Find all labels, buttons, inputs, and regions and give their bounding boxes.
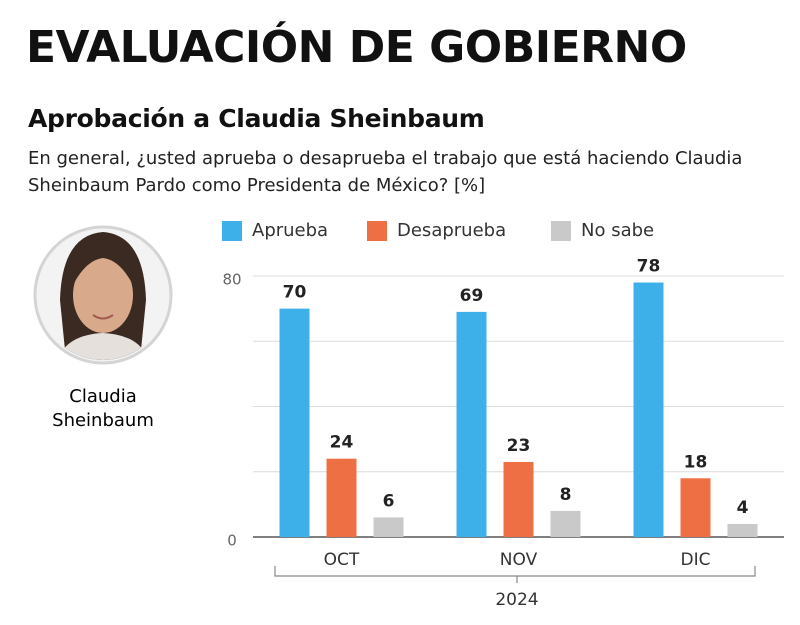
data-label: 18 <box>684 452 708 472</box>
photo-caption: Claudia <box>69 386 136 407</box>
chart-subtitle: Aprobación a Claudia Sheinbaum <box>28 104 485 133</box>
data-label: 70 <box>283 283 307 303</box>
bar <box>680 478 711 537</box>
x-bracket <box>274 566 756 577</box>
data-label: 8 <box>560 485 572 505</box>
bar <box>456 311 487 537</box>
x-tick-label: OCT <box>324 550 360 570</box>
legend-swatch <box>222 221 242 241</box>
data-label: 4 <box>737 498 749 518</box>
bar <box>633 282 664 537</box>
legend-label: Aprueba <box>252 220 328 241</box>
question: En general, ¿usted aprueba o desaprueba … <box>28 148 743 196</box>
bar <box>326 458 357 537</box>
legend-label: No sabe <box>581 220 654 241</box>
bar <box>279 308 310 537</box>
bar <box>550 510 581 537</box>
y-tick-label: 0 <box>227 532 237 550</box>
data-label: 78 <box>637 257 661 277</box>
photo <box>33 225 173 365</box>
bar <box>727 523 758 537</box>
data-label: 23 <box>507 436 531 456</box>
data-label: 24 <box>330 433 354 453</box>
legend-swatch <box>367 221 387 241</box>
photo-caption: Sheinbaum <box>52 410 154 431</box>
bar <box>373 517 404 537</box>
x-tick-label: NOV <box>500 550 538 570</box>
legend-label: Desaprueba <box>397 220 506 241</box>
bar <box>503 461 534 537</box>
y-tick-label: 80 <box>222 271 241 289</box>
data-label: 6 <box>383 491 395 511</box>
x-tick-label: DIC <box>681 550 711 570</box>
legend-swatch <box>551 221 571 241</box>
chart-title: EVALUACIÓN DE GOBIERNO <box>26 22 687 73</box>
x-axis-label: 2024 <box>495 590 538 610</box>
data-label: 69 <box>460 286 484 306</box>
